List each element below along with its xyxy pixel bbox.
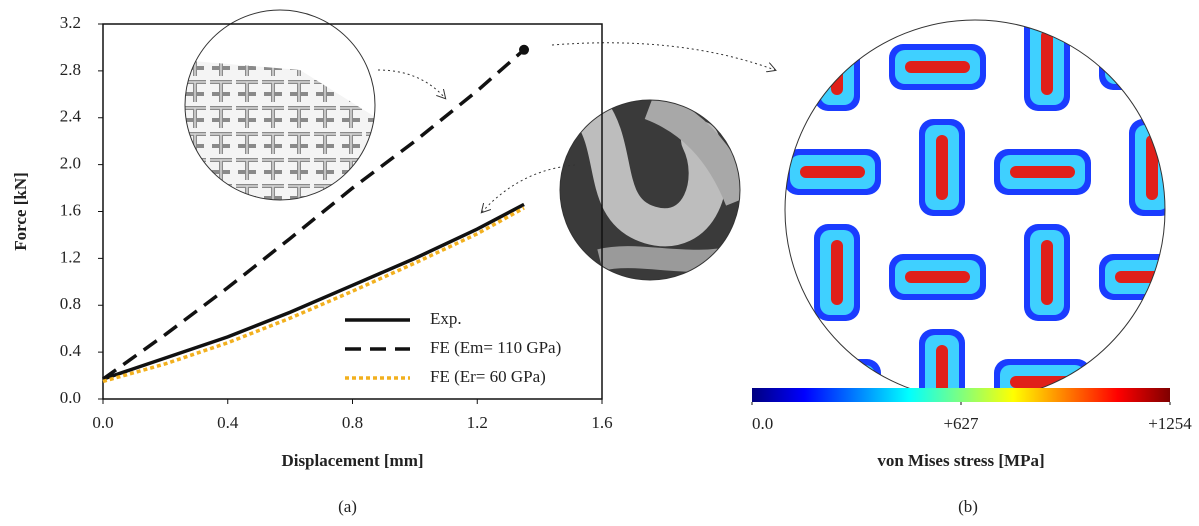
y-tick-label: 1.6 [60,200,81,219]
y-tick-label: 2.8 [60,60,81,79]
y-tick-label: 2.4 [60,107,82,126]
colorbar-tick-label: +627 [943,414,979,433]
stress-peak [905,61,970,73]
stress-peak [1115,271,1180,283]
stress-peak [1010,376,1075,388]
x-tick-label: 1.6 [591,413,612,432]
stress-peak [936,135,948,200]
end-marker [519,45,529,55]
arrow [378,70,445,98]
stress-peak [1146,135,1158,200]
stress-peak [1041,240,1053,305]
stress-band [1129,329,1175,426]
stress-peak [1115,61,1180,73]
x-tick-label: 0.0 [92,413,113,432]
stress-peak [1041,30,1053,95]
y-tick-label: 2.0 [60,154,81,173]
x-tick-label: 1.2 [467,413,488,432]
x-tick-label: 0.8 [342,413,363,432]
stress-peak [1010,166,1075,178]
colorbar-tick-label: 0.0 [752,414,773,433]
y-tick-label: 0.4 [60,341,82,360]
caption: (a) [338,497,357,516]
legend-label: FE (Em= 110 GPa) [430,338,561,357]
stress-peak [831,240,843,305]
y-tick-label: 1.2 [60,247,81,266]
caption: (b) [958,497,978,516]
stress-band [1135,335,1169,420]
stress-peak [905,271,970,283]
y-tick-label: 0.8 [60,294,81,313]
stress-band [1105,50,1190,84]
stress-peak [831,30,843,95]
lattice-inset [180,5,380,205]
sem-inset [560,100,740,280]
colorbar [752,388,1170,402]
legend-label: FE (Er= 60 GPa) [430,367,546,386]
colorbar-tick-label: +1254 [1148,414,1192,433]
x-axis-label: Displacement [mm] [281,451,423,470]
stress-field [780,14,1196,426]
y-axis-label: Force [kN] [11,172,30,251]
colorbar-label: von Mises stress [MPa] [877,451,1044,470]
figure: 0.0 0.4 0.8 1.2 1.6 0.0 0.4 0.8 1.2 1.6 2.0 2.4 2.8 3… [0,0,1199,521]
arrow [552,43,775,70]
x-tick-label: 0.4 [217,413,239,432]
stress-peak [800,166,865,178]
legend-label: Exp. [430,309,462,328]
y-tick-label: 3.2 [60,13,81,32]
y-tick-label: 0.0 [60,388,81,407]
stress-peak [800,376,865,388]
